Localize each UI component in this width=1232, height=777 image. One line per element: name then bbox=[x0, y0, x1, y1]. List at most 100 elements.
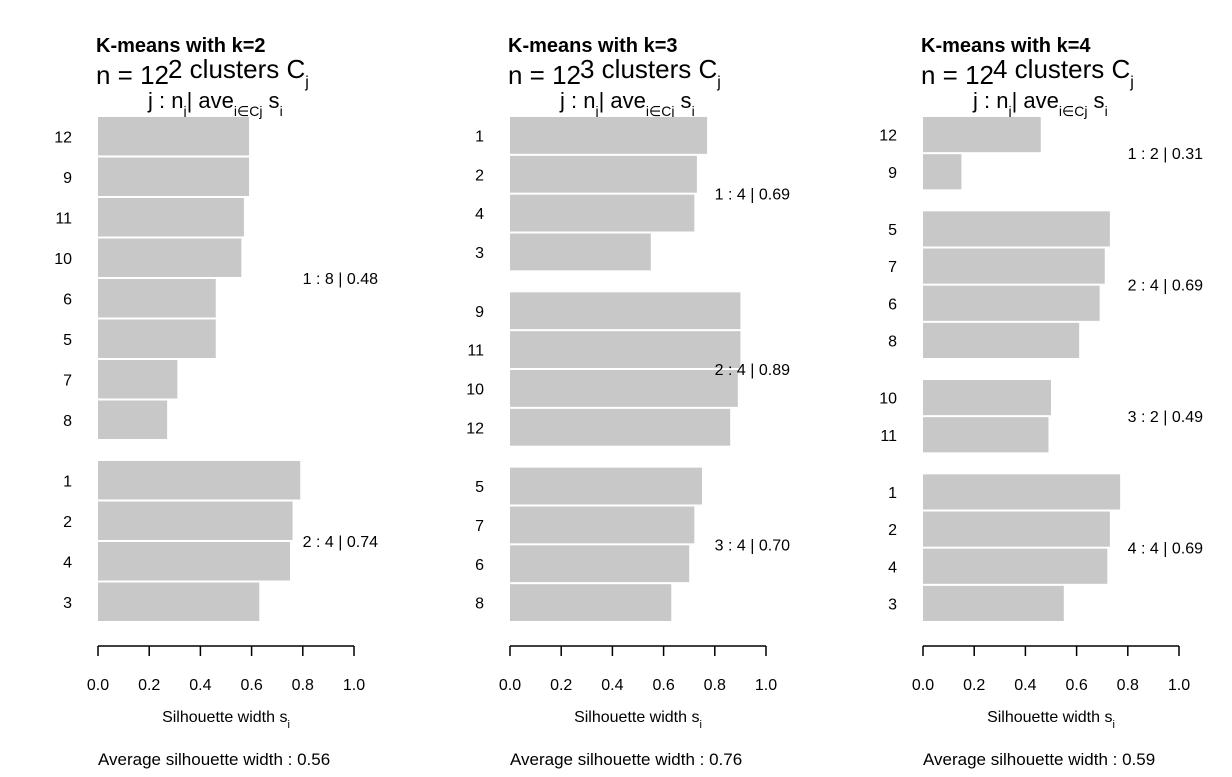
silhouette-bar bbox=[98, 400, 168, 439]
observation-label: 1 bbox=[475, 128, 484, 145]
cluster-1: 12 9 1 : 2 | 0.31 bbox=[879, 117, 1203, 190]
x-axis-label: Silhouette width si bbox=[574, 709, 702, 731]
observation-label: 4 bbox=[63, 554, 72, 571]
observation-label: 10 bbox=[466, 381, 484, 398]
cluster-summary: 2 : 4 | 0.89 bbox=[715, 362, 790, 379]
observation-label: 8 bbox=[475, 596, 484, 613]
observation-label: 10 bbox=[879, 391, 897, 408]
x-axis-label: Silhouette width si bbox=[162, 709, 290, 731]
observation-label: 11 bbox=[880, 428, 897, 445]
observation-label: 12 bbox=[466, 420, 484, 437]
silhouette-bar bbox=[923, 285, 1100, 321]
observation-label: 3 bbox=[475, 245, 484, 262]
silhouette-bar bbox=[923, 322, 1080, 358]
observation-label: 8 bbox=[888, 333, 897, 350]
silhouette-bar bbox=[923, 211, 1110, 247]
silhouette-bar bbox=[923, 248, 1105, 284]
observation-label: 4 bbox=[475, 206, 484, 223]
x-tick-label: 1.0 bbox=[343, 677, 365, 694]
x-tick-label: 0.4 bbox=[1014, 677, 1036, 694]
silhouette-bar bbox=[510, 545, 690, 583]
cluster-1: 12 9 11 10 6 5 7 8 1 : 8 | 0.48 bbox=[54, 117, 378, 439]
silhouette-bar bbox=[98, 461, 301, 500]
silhouette-bar bbox=[98, 582, 260, 621]
x-tick-label: 0.6 bbox=[1065, 677, 1087, 694]
observation-label: 4 bbox=[888, 559, 897, 576]
cluster-4: 1 2 4 3 4 : 4 | 0.69 bbox=[888, 474, 1203, 621]
silhouette-bar bbox=[923, 417, 1049, 453]
cluster-2: 1 2 4 3 2 : 4 | 0.74 bbox=[63, 461, 378, 621]
x-tick-label: 0.8 bbox=[704, 677, 726, 694]
observation-label: 9 bbox=[63, 170, 72, 187]
x-axis: 0.0 0.2 0.4 0.6 0.8 1.0 Silhouette width si bbox=[912, 645, 1190, 731]
x-tick-label: 1.0 bbox=[1168, 677, 1190, 694]
silhouette-bar bbox=[510, 467, 702, 505]
observation-label: 5 bbox=[475, 479, 484, 496]
silhouette-bar bbox=[510, 331, 741, 368]
silhouette-bar bbox=[98, 279, 216, 318]
clusters-header: 2 clusters Cj bbox=[168, 54, 309, 91]
cluster-summary: 1 : 4 | 0.69 bbox=[715, 187, 790, 204]
silhouette-bar bbox=[98, 360, 178, 399]
silhouette-bar bbox=[98, 117, 250, 156]
n-count: n = 12 bbox=[921, 60, 994, 90]
panel-title: K-means with k=4 bbox=[921, 35, 1091, 57]
columns-header: j : nj| avei∈Cj si bbox=[559, 88, 695, 119]
observation-label: 3 bbox=[888, 596, 897, 613]
silhouette-bar bbox=[510, 233, 651, 271]
x-tick-label: 0.4 bbox=[189, 677, 211, 694]
silhouette-bar bbox=[98, 198, 244, 237]
observation-label: 10 bbox=[54, 251, 72, 268]
observation-label: 6 bbox=[63, 291, 72, 308]
x-tick-label: 0.4 bbox=[601, 677, 623, 694]
silhouette-bar bbox=[510, 117, 708, 154]
cluster-1: 1 2 4 3 1 : 4 | 0.69 bbox=[475, 117, 790, 271]
x-tick-label: 1.0 bbox=[755, 677, 777, 694]
silhouette-bar bbox=[510, 408, 731, 446]
columns-header: j : nj| avei∈Cj si bbox=[147, 88, 283, 119]
silhouette-bar bbox=[510, 506, 695, 544]
x-axis: 0.0 0.2 0.4 0.6 0.8 1.0 Silhouette width si bbox=[87, 645, 365, 731]
observation-label: 2 bbox=[888, 522, 897, 539]
silhouette-panel-k4: K-means with k=4 n = 124 clusters Cjj : n… bbox=[879, 35, 1203, 769]
panel-title: K-means with k=2 bbox=[96, 35, 266, 57]
cluster-3: 5 7 6 8 3 : 4 | 0.70 bbox=[475, 467, 790, 621]
clusters-header: 4 clusters Cj bbox=[993, 54, 1134, 91]
silhouette-bar bbox=[98, 319, 216, 358]
cluster-3: 10 11 3 : 2 | 0.49 bbox=[879, 380, 1203, 453]
observation-label: 2 bbox=[63, 514, 72, 531]
cluster-summary: 3 : 2 | 0.49 bbox=[1128, 409, 1203, 426]
cluster-2: 5 7 6 8 2 : 4 | 0.69 bbox=[888, 211, 1203, 358]
silhouette-bar bbox=[98, 501, 293, 540]
silhouette-bar bbox=[98, 238, 242, 277]
silhouette-bar bbox=[923, 511, 1110, 547]
cluster-summary: 2 : 4 | 0.74 bbox=[303, 534, 378, 551]
observation-label: 12 bbox=[54, 129, 72, 146]
cluster-summary: 3 : 4 | 0.70 bbox=[715, 537, 790, 554]
x-tick-label: 0.2 bbox=[138, 677, 160, 694]
observation-label: 7 bbox=[475, 518, 484, 535]
silhouette-bar bbox=[98, 542, 290, 581]
observation-label: 5 bbox=[63, 332, 72, 349]
x-axis-label: Silhouette width si bbox=[987, 709, 1115, 731]
observation-label: 2 bbox=[475, 167, 484, 184]
silhouette-bar bbox=[510, 194, 695, 232]
observation-label: 1 bbox=[63, 473, 72, 490]
observation-label: 1 bbox=[888, 485, 897, 502]
n-count: n = 12 bbox=[508, 60, 581, 90]
n-count: n = 12 bbox=[96, 60, 169, 90]
x-tick-label: 0.0 bbox=[87, 677, 109, 694]
observation-label: 6 bbox=[475, 557, 484, 574]
x-tick-label: 0.6 bbox=[652, 677, 674, 694]
observation-label: 5 bbox=[888, 222, 897, 239]
x-tick-label: 0.2 bbox=[550, 677, 572, 694]
silhouette-bar bbox=[923, 474, 1121, 510]
clusters-header: 3 clusters Cj bbox=[580, 54, 721, 91]
x-tick-label: 0.2 bbox=[963, 677, 985, 694]
observation-label: 12 bbox=[879, 128, 897, 145]
columns-header: j : nj| avei∈Cj si bbox=[972, 88, 1108, 119]
silhouette-bar bbox=[510, 155, 697, 193]
panel-title: K-means with k=3 bbox=[508, 35, 678, 57]
